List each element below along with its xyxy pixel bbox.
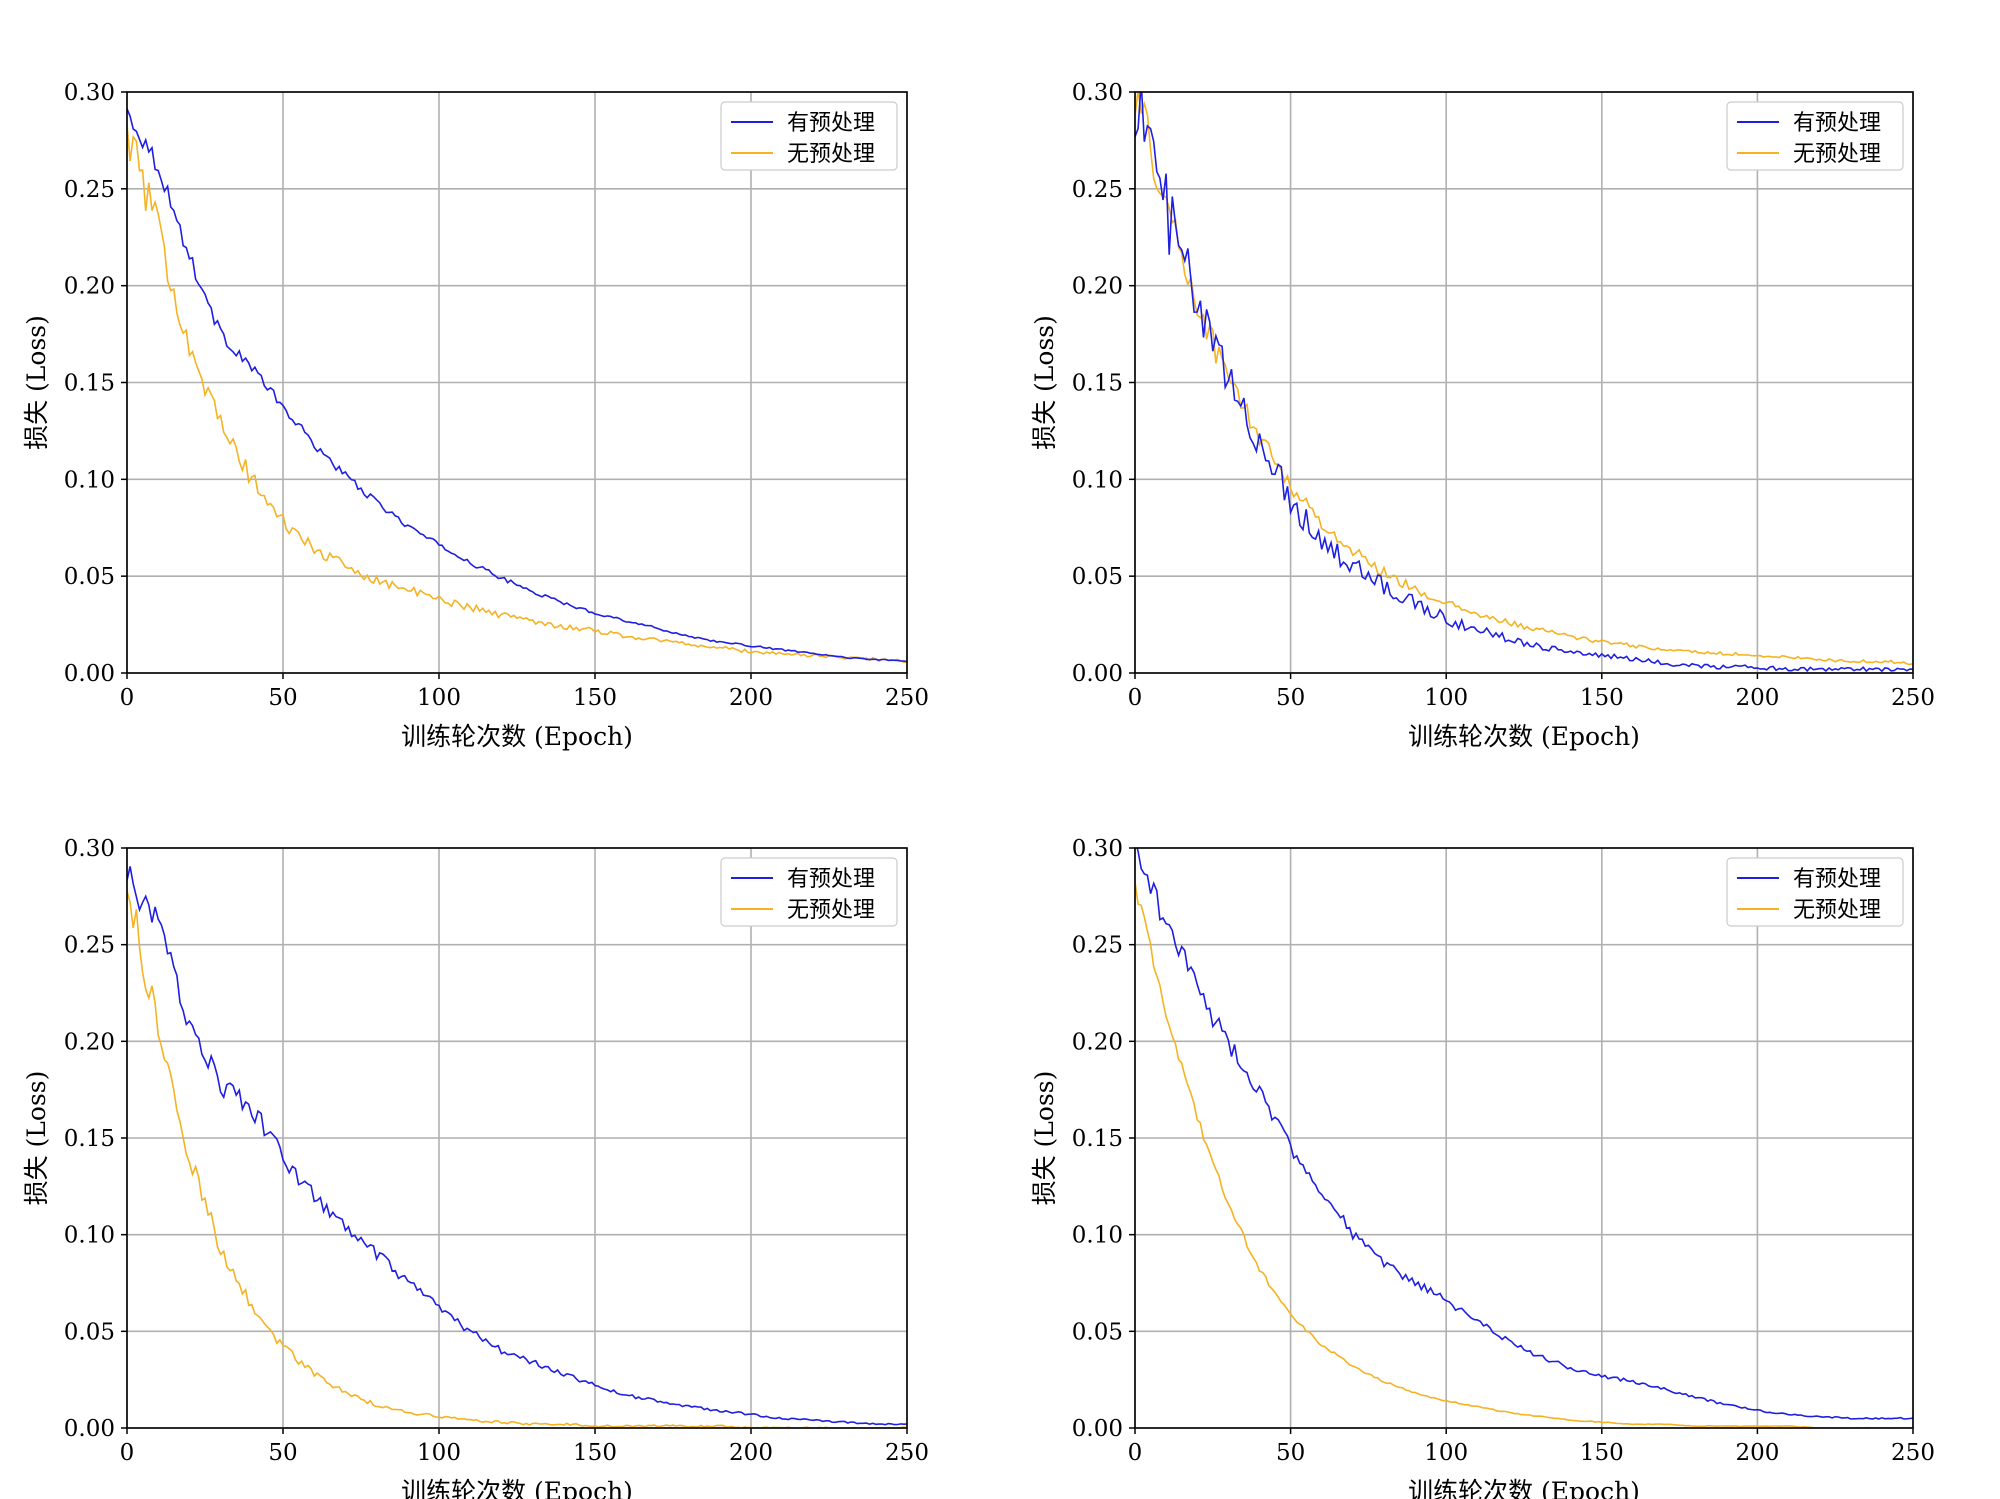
x-tick-label: 100 <box>417 685 461 711</box>
x-tick-label: 200 <box>729 685 773 711</box>
x-tick-label: 200 <box>1735 685 1779 711</box>
x-tick-label: 100 <box>1424 1440 1468 1466</box>
y-tick-label: 0.15 <box>64 1126 115 1152</box>
series-line-raw <box>127 124 907 664</box>
y-tick-label: 0.20 <box>64 1029 115 1055</box>
x-axis-label: 训练轮次数 (Epoch) <box>401 1477 633 1499</box>
x-axis-label: 训练轮次数 (Epoch) <box>1408 1477 1640 1499</box>
y-axis-label: 损失 (Loss) <box>22 1071 51 1206</box>
y-tick-label: 0.15 <box>1072 1126 1123 1152</box>
x-tick-label: 100 <box>417 1440 461 1466</box>
y-axis-label: 损失 (Loss) <box>1030 1071 1059 1206</box>
y-tick-label: 0.05 <box>64 1319 115 1345</box>
x-tick-label: 250 <box>1891 1440 1935 1466</box>
y-tick-label: 0.00 <box>64 661 115 687</box>
loss-chart-3: 0 50 100 150 200 250 0.00 0.05 0.10 0.15 0.20 0.25 0… <box>22 836 929 1499</box>
x-axis-label: 训练轮次数 (Epoch) <box>401 722 633 751</box>
y-axis-label: 损失 (Loss) <box>1030 315 1059 450</box>
y-tick-label: 0.10 <box>1072 467 1123 493</box>
loss-chart-4: 0 50 100 150 200 250 0.00 0.05 0.10 0.15 0.20 0.25 0… <box>1030 836 1935 1499</box>
y-tick-label: 0.25 <box>64 177 115 203</box>
series-line-raw <box>1135 92 1913 666</box>
x-tick-label: 200 <box>1735 1440 1779 1466</box>
series-line-preprocessed <box>1135 92 1913 673</box>
x-tick-label: 250 <box>885 1440 929 1466</box>
x-tick-label: 0 <box>1128 685 1143 711</box>
y-tick-label: 0.25 <box>1072 933 1123 959</box>
y-tick-label: 0.00 <box>1072 661 1123 687</box>
y-tick-label: 0.20 <box>1072 274 1123 300</box>
legend-label: 无预处理 <box>1793 898 1881 923</box>
plot-frame <box>126 91 908 674</box>
series-line-raw <box>127 890 907 1428</box>
y-tick-label: 0.25 <box>64 933 115 959</box>
plot-frame <box>1134 91 1914 674</box>
y-axis-label: 损失 (Loss) <box>22 315 51 450</box>
y-tick-label: 0.15 <box>1072 371 1123 397</box>
loss-chart-1: 0 50 100 150 200 250 0.00 0.05 0.10 0.15 0.20 0.25 0… <box>22 80 929 751</box>
x-tick-label: 150 <box>573 685 617 711</box>
x-tick-label: 150 <box>1580 685 1624 711</box>
y-tick-label: 0.30 <box>1072 836 1123 862</box>
x-tick-label: 150 <box>1580 1440 1624 1466</box>
y-tick-label: 0.30 <box>64 836 115 862</box>
legend-label: 有预处理 <box>1793 867 1881 892</box>
plot-frame <box>1134 847 1914 1429</box>
series-line-preprocessed <box>127 866 907 1426</box>
x-tick-label: 200 <box>729 1440 773 1466</box>
series-line-preprocessed <box>127 108 907 663</box>
x-tick-label: 150 <box>573 1440 617 1466</box>
y-tick-label: 0.05 <box>64 564 115 590</box>
y-tick-label: 0.05 <box>1072 564 1123 590</box>
legend-label: 无预处理 <box>787 898 875 923</box>
legend-label: 有预处理 <box>787 867 875 892</box>
x-tick-label: 0 <box>120 1440 135 1466</box>
x-axis-label: 训练轮次数 (Epoch) <box>1408 722 1640 751</box>
y-tick-label: 0.20 <box>64 274 115 300</box>
legend-label: 无预处理 <box>787 142 875 167</box>
x-tick-label: 50 <box>268 685 297 711</box>
y-tick-label: 0.15 <box>64 371 115 397</box>
y-tick-label: 0.20 <box>1072 1029 1123 1055</box>
y-tick-label: 0.00 <box>1072 1416 1123 1442</box>
y-tick-label: 0.30 <box>64 80 115 106</box>
x-tick-label: 50 <box>1276 1440 1305 1466</box>
y-tick-label: 0.10 <box>1072 1223 1123 1249</box>
x-tick-label: 0 <box>120 685 135 711</box>
x-tick-label: 250 <box>1891 685 1935 711</box>
series-line-raw <box>1135 881 1913 1428</box>
y-tick-label: 0.25 <box>1072 177 1123 203</box>
legend-label: 有预处理 <box>1793 111 1881 136</box>
x-tick-label: 250 <box>885 685 929 711</box>
y-tick-label: 0.00 <box>64 1416 115 1442</box>
x-tick-label: 0 <box>1128 1440 1143 1466</box>
legend-label: 有预处理 <box>787 111 875 136</box>
y-tick-label: 0.10 <box>64 467 115 493</box>
legend-label: 无预处理 <box>1793 142 1881 167</box>
y-tick-label: 0.05 <box>1072 1319 1123 1345</box>
loss-chart-2: 0 50 100 150 200 250 0.00 0.05 0.10 0.15 0.20 0.25 0… <box>1030 80 1935 751</box>
x-tick-label: 100 <box>1424 685 1468 711</box>
y-tick-label: 0.10 <box>64 1223 115 1249</box>
plot-frame <box>126 847 908 1429</box>
x-tick-label: 50 <box>1276 685 1305 711</box>
series-line-preprocessed <box>1136 848 1913 1420</box>
y-tick-label: 0.30 <box>1072 80 1123 106</box>
x-tick-label: 50 <box>268 1440 297 1466</box>
